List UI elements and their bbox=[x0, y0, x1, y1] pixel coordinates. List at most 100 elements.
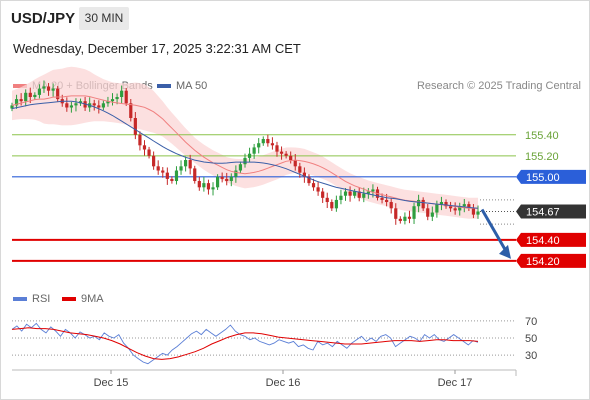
candle bbox=[14, 99, 19, 106]
candle bbox=[28, 92, 32, 97]
candle bbox=[220, 176, 224, 179]
candle bbox=[389, 202, 393, 209]
candle bbox=[188, 160, 192, 169]
candle bbox=[289, 155, 293, 161]
candle bbox=[279, 151, 284, 154]
candle bbox=[266, 139, 270, 144]
candle bbox=[257, 143, 261, 148]
candle bbox=[234, 170, 238, 177]
legend-label-rsi: RSI bbox=[32, 293, 51, 305]
candle bbox=[51, 88, 55, 91]
candle bbox=[458, 206, 462, 211]
candle bbox=[284, 153, 288, 156]
candle bbox=[380, 197, 384, 200]
candle bbox=[69, 105, 73, 108]
candle bbox=[334, 199, 338, 209]
x-tick-label: Dec 16 bbox=[266, 377, 301, 389]
candle bbox=[174, 170, 179, 182]
rsi-tick-50: 50 bbox=[525, 333, 537, 345]
candle bbox=[65, 103, 69, 108]
timeframe-badge[interactable]: 30 MIN bbox=[79, 7, 129, 30]
candle bbox=[206, 183, 211, 190]
candle bbox=[133, 118, 137, 135]
level-154-40-box bbox=[516, 232, 586, 247]
legend-swatch-ma50 bbox=[157, 84, 171, 89]
candle bbox=[330, 202, 334, 209]
candle bbox=[161, 170, 165, 173]
level-155-20-label: 155.20 bbox=[525, 151, 559, 163]
candle bbox=[142, 145, 147, 150]
candle bbox=[307, 176, 311, 184]
candle bbox=[353, 191, 357, 196]
candle bbox=[238, 164, 243, 171]
candle bbox=[439, 202, 444, 205]
candle bbox=[311, 183, 316, 188]
candle bbox=[453, 208, 457, 211]
candle bbox=[74, 103, 78, 106]
candle bbox=[325, 197, 329, 203]
rsi-line bbox=[11, 322, 479, 365]
candle bbox=[19, 99, 23, 102]
candle bbox=[252, 147, 256, 154]
candle bbox=[261, 139, 265, 144]
candle bbox=[110, 99, 115, 102]
candle bbox=[243, 157, 247, 165]
candle bbox=[275, 145, 279, 152]
candle bbox=[101, 103, 105, 108]
candle bbox=[115, 97, 119, 100]
candle bbox=[348, 191, 352, 196]
candle bbox=[24, 92, 28, 102]
candle bbox=[156, 166, 160, 171]
candle bbox=[147, 149, 151, 156]
level-154-67-label: 154.67 bbox=[526, 206, 560, 218]
legend-swatch-ma20 bbox=[13, 84, 27, 89]
candle bbox=[10, 105, 14, 109]
candle bbox=[56, 88, 60, 100]
x-tick-label: Dec 17 bbox=[438, 377, 473, 389]
candle bbox=[33, 94, 37, 97]
x-tick-label: Dec 15 bbox=[94, 377, 129, 389]
candle bbox=[42, 86, 46, 89]
candle bbox=[97, 105, 101, 108]
candle bbox=[184, 160, 188, 167]
candle bbox=[343, 191, 348, 196]
rsi-tick-70: 70 bbox=[525, 316, 537, 328]
candle bbox=[152, 155, 156, 167]
candle bbox=[270, 143, 275, 146]
datetime-label: Wednesday, December 17, 2025 3:22:31 AM … bbox=[13, 41, 301, 56]
candle bbox=[225, 178, 229, 182]
level-154-20-box bbox=[516, 253, 586, 268]
rsi-9ma-line bbox=[11, 327, 479, 360]
candle bbox=[339, 195, 343, 200]
candle bbox=[316, 187, 320, 192]
candle bbox=[247, 153, 252, 158]
legend-swatch-9ma bbox=[62, 297, 76, 302]
candle bbox=[371, 189, 375, 192]
candle bbox=[170, 178, 174, 182]
forecast-arrow-head bbox=[499, 244, 511, 259]
candle bbox=[471, 208, 476, 215]
candle bbox=[462, 204, 466, 207]
level-154-20-label: 154.20 bbox=[526, 256, 560, 268]
candle bbox=[430, 212, 434, 217]
level-155-40-label: 155.40 bbox=[525, 130, 559, 142]
candle bbox=[124, 90, 128, 104]
candle bbox=[403, 216, 407, 221]
level-155-00-box bbox=[516, 169, 586, 184]
level-155-00-label: 155.00 bbox=[526, 172, 560, 184]
candle bbox=[435, 204, 439, 213]
candle bbox=[46, 86, 51, 91]
forecast-arrow bbox=[480, 208, 509, 254]
candle bbox=[421, 199, 425, 209]
candle bbox=[412, 206, 416, 219]
candle bbox=[398, 218, 402, 221]
candle bbox=[417, 199, 421, 207]
level-154-67-box bbox=[516, 204, 586, 219]
candle bbox=[165, 172, 169, 179]
candle bbox=[298, 166, 302, 173]
candle bbox=[211, 187, 215, 190]
candle bbox=[407, 216, 412, 219]
candle bbox=[385, 199, 389, 203]
legend-rsi: RSI bbox=[13, 293, 50, 305]
